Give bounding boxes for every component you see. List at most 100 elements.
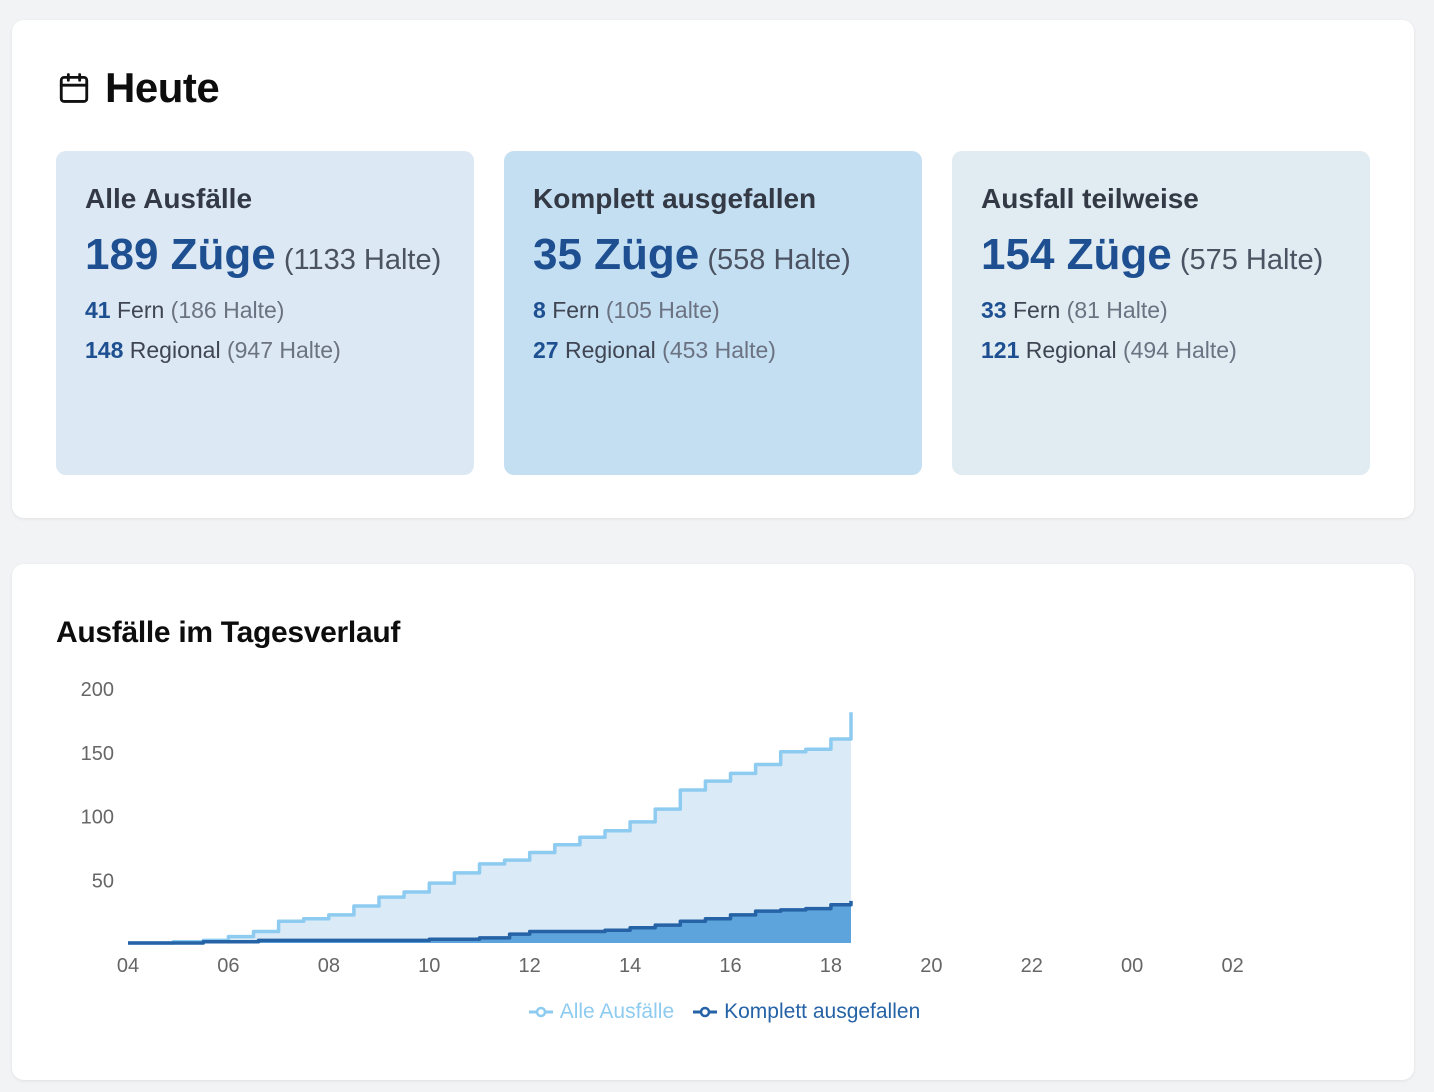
data-point[interactable] [327,913,331,917]
data-point[interactable] [352,904,356,908]
y-tick-label: 100 [81,807,114,829]
trains-count: 154 Züge [981,230,1172,279]
data-point[interactable] [779,750,783,754]
legend-marker-icon [528,1006,553,1018]
data-point[interactable] [628,926,632,930]
chart-legend: Alle Ausfälle Komplett ausgefallen [12,1000,1414,1024]
data-point[interactable] [226,940,230,944]
stops-count: (575 Halte) [1179,244,1324,276]
data-point[interactable] [578,930,582,934]
data-point[interactable] [804,747,808,751]
data-point[interactable] [578,835,582,839]
data-point[interactable] [678,788,682,792]
legend-label: Komplett ausgefallen [724,1000,921,1023]
data-point[interactable] [628,820,632,824]
stops-count: (1133 Halte) [283,244,442,276]
data-point[interactable] [126,941,130,945]
data-point[interactable] [226,935,230,939]
data-point[interactable] [327,938,331,942]
fern-stops: (81 Halte) [1066,297,1168,323]
cancellations-chart: 50 100 150 200 04 06 08 10 12 14 16 18 20 22 00 02 [81,679,1244,977]
data-point[interactable] [377,895,381,899]
today-heading: Heute [57,64,220,112]
x-tick-label: 18 [820,955,842,977]
data-point[interactable] [452,871,456,875]
data-point[interactable] [477,862,481,866]
chart-panel: Ausfälle im Tagesverlauf 50 100 150 200 04 06… [12,564,1414,1080]
data-point[interactable] [729,913,733,917]
card-complete-cancellations: Komplett ausgefallen 35 Züge (558 Halte)… [504,151,922,475]
series-area-0 [128,712,851,943]
fern-count: 8 [533,297,546,323]
data-point[interactable] [528,930,532,934]
data-point[interactable] [508,932,512,936]
y-tick-label: 150 [81,743,114,765]
card-main-stat: 35 Züge (558 Halte) [533,225,894,290]
data-point[interactable] [829,737,833,741]
data-point[interactable] [427,937,431,941]
data-point[interactable] [553,843,557,847]
card-partial-cancellations: Ausfall teilweise 154 Züge (575 Halte) 3… [952,151,1370,475]
data-point[interactable] [849,710,853,714]
card-title: Alle Ausfälle [85,183,253,214]
regional-stops: (947 Halte) [226,337,341,363]
x-tick-label: 00 [1121,955,1143,977]
data-point[interactable] [804,907,808,911]
trains-count: 35 Züge [533,230,700,279]
data-point[interactable] [277,919,281,923]
legend-marker-icon [693,1006,718,1018]
fern-label: Fern [1012,297,1061,323]
fern-stops: (105 Halte) [605,297,720,323]
x-tick-label: 10 [418,955,440,977]
stat-cards: Alle Ausfälle 189 Züge (1133 Halte) 41 F… [56,151,1370,475]
data-point[interactable] [653,807,657,811]
data-point[interactable] [252,930,256,934]
regional-count: 148 [85,337,124,363]
data-point[interactable] [528,850,532,854]
series-line-0 [128,712,853,945]
regional-count: 27 [533,337,559,363]
card-main-stat: 154 Züge (575 Halte) [981,225,1342,290]
regional-label: Regional [129,337,221,363]
data-point[interactable] [703,779,707,783]
data-point[interactable] [754,763,758,767]
data-point[interactable] [302,917,306,921]
data-point[interactable] [729,771,733,775]
series-line-1 [128,900,853,945]
fern-row: 33 Fern (81 Halte) [981,290,1342,330]
x-tick-label: 08 [318,955,340,977]
data-point[interactable] [427,881,431,885]
card-all-cancellations: Alle Ausfälle 189 Züge (1133 Halte) 41 F… [56,151,474,475]
data-point[interactable] [257,938,261,942]
regional-label: Regional [1025,337,1117,363]
data-point[interactable] [402,890,406,894]
data-point[interactable] [829,903,833,907]
series-area-1 [128,900,851,943]
card-title: Komplett ausgefallen [533,183,817,214]
chart-title: Ausfälle im Tagesverlauf [56,616,401,649]
legend-item-all[interactable]: Alle Ausfälle [528,1000,674,1024]
data-point[interactable] [703,917,707,921]
data-point[interactable] [503,858,507,862]
data-point[interactable] [603,928,607,932]
data-point[interactable] [553,930,557,934]
fern-label: Fern [552,297,600,323]
legend-item-complete[interactable]: Komplett ausgefallen [692,1000,920,1024]
data-point[interactable] [201,940,205,944]
data-point[interactable] [754,909,758,913]
x-tick-label: 06 [217,955,239,977]
card-title: Ausfall teilweise [981,183,1199,214]
data-point[interactable] [477,936,481,940]
data-point[interactable] [779,908,783,912]
data-point[interactable] [678,919,682,923]
data-point[interactable] [603,829,607,833]
regional-row: 148 Regional (947 Halte) [85,330,446,370]
data-point[interactable] [849,899,853,903]
regional-row: 27 Regional (453 Halte) [533,330,894,370]
regional-count: 121 [981,337,1020,363]
data-point[interactable] [422,938,426,942]
data-point[interactable] [653,923,657,927]
x-tick-label: 22 [1021,955,1043,977]
x-tick-label: 16 [719,955,741,977]
fern-count: 41 [85,297,111,323]
